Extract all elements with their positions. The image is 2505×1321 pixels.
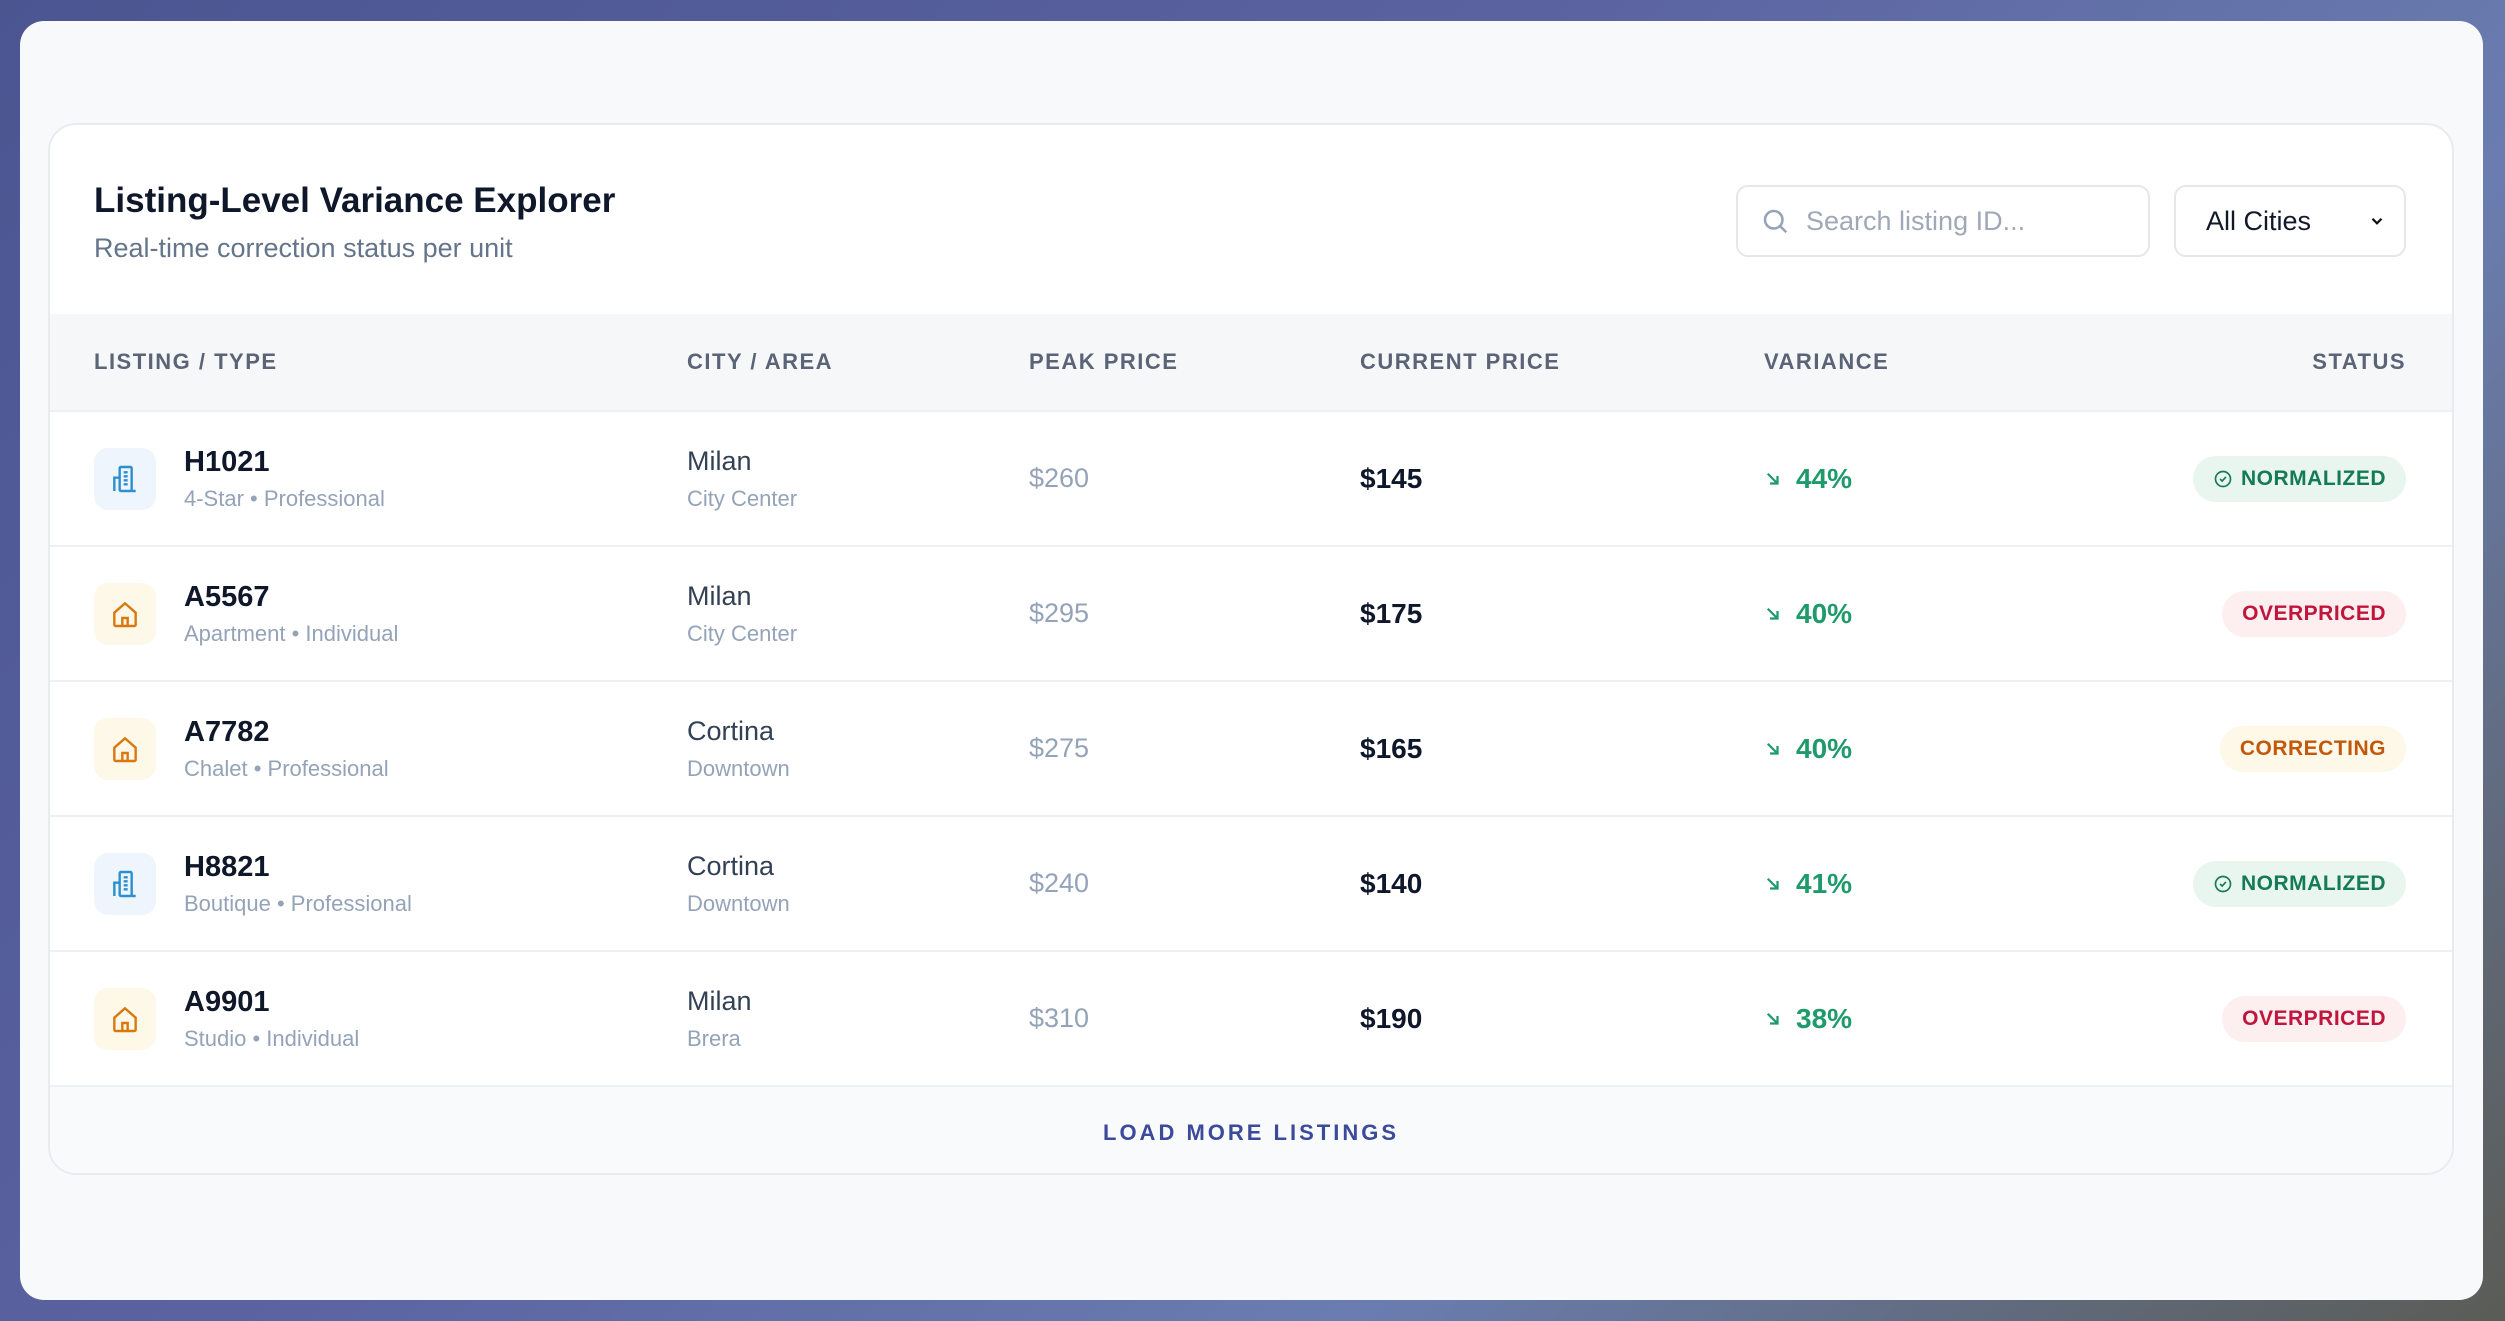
- variance: 40%: [1764, 733, 1852, 765]
- chevron-down-icon: [2371, 217, 2383, 225]
- column-header-status[interactable]: STATUS: [2312, 349, 2406, 374]
- arrow-down-right-icon: [1766, 1012, 1779, 1025]
- search-box[interactable]: [1736, 185, 2150, 257]
- check-circle-icon: [2214, 470, 2232, 487]
- listing-area: Brera: [687, 1026, 741, 1051]
- variance-value: 40%: [1796, 732, 1853, 764]
- listing-id[interactable]: H8821: [184, 851, 270, 883]
- listing-id[interactable]: H1021: [184, 446, 270, 478]
- listing-type: 4-Star • Professional: [184, 486, 385, 511]
- page-title: Listing-Level Variance Explorer: [94, 181, 616, 220]
- load-more-button[interactable]: LOAD MORE LISTINGS: [50, 1085, 2452, 1173]
- peak-price: $275: [1029, 733, 1090, 763]
- arrow-down-right-icon: [1766, 472, 1779, 485]
- table-row[interactable]: H8821 Boutique • Professional Cortina Do…: [50, 815, 2452, 950]
- status-badge: NORMALIZED: [2193, 860, 2406, 907]
- table-row[interactable]: A9901 Studio • Individual Milan Brera $3…: [50, 950, 2452, 1085]
- variance: 41%: [1764, 868, 1852, 900]
- status-badge: CORRECTING: [2219, 725, 2406, 772]
- status-label: NORMALIZED: [2241, 871, 2386, 895]
- variance-value: 44%: [1796, 462, 1853, 494]
- listing-city: Milan: [687, 446, 752, 476]
- city-filter-value: All Cities: [2206, 205, 2312, 236]
- variance: 44%: [1764, 463, 1852, 495]
- variance-value: 41%: [1796, 867, 1853, 899]
- status-badge: NORMALIZED: [2193, 455, 2406, 502]
- listing-area: Downtown: [687, 891, 790, 916]
- column-header-current-price[interactable]: CURRENT PRICE: [1360, 349, 1561, 374]
- table-body: H1021 4-Star • Professional Milan City C…: [50, 410, 2452, 1085]
- peak-price: $310: [1029, 1003, 1090, 1033]
- arrow-down-right-icon: [1766, 877, 1779, 890]
- page-subtitle: Real-time correction status per unit: [94, 233, 513, 263]
- column-header-peak-price[interactable]: PEAK PRICE: [1029, 349, 1179, 374]
- listing-type: Boutique • Professional: [184, 891, 412, 916]
- current-price: $140: [1360, 867, 1423, 899]
- app-window: Listing-Level Variance Explorer Real-tim…: [20, 21, 2483, 1300]
- listing-city: Milan: [687, 581, 752, 611]
- current-price: $165: [1360, 732, 1423, 764]
- table-row[interactable]: A7782 Chalet • Professional Cortina Down…: [50, 680, 2452, 815]
- home-icon: [94, 717, 156, 780]
- card-header: Listing-Level Variance Explorer Real-tim…: [50, 125, 2452, 314]
- listing-type: Apartment • Individual: [184, 621, 399, 646]
- listing-type: Studio • Individual: [184, 1026, 360, 1051]
- home-icon: [94, 582, 156, 645]
- peak-price: $260: [1029, 463, 1090, 493]
- listing-city: Milan: [687, 986, 752, 1016]
- current-price: $190: [1360, 1002, 1423, 1034]
- peak-price: $295: [1029, 598, 1090, 628]
- listing-type: Chalet • Professional: [184, 756, 389, 781]
- listing-id[interactable]: A5567: [184, 581, 270, 613]
- listing-area: City Center: [687, 621, 798, 646]
- column-header-listing[interactable]: LISTING / TYPE: [94, 349, 278, 374]
- current-price: $175: [1360, 597, 1423, 629]
- home-icon: [94, 987, 156, 1050]
- search-input[interactable]: [1806, 205, 2126, 237]
- variance-value: 40%: [1796, 597, 1853, 629]
- listing-city: Cortina: [687, 851, 775, 881]
- variance: 40%: [1764, 598, 1852, 630]
- arrow-down-right-icon: [1766, 607, 1779, 620]
- variance: 38%: [1764, 1003, 1852, 1035]
- status-label: NORMALIZED: [2241, 466, 2386, 490]
- status-label: OVERPRICED: [2242, 601, 2386, 625]
- column-header-variance[interactable]: VARIANCE: [1764, 349, 1890, 374]
- city-filter-select[interactable]: All Cities: [2174, 185, 2406, 257]
- listing-city: Cortina: [687, 716, 775, 746]
- listing-area: Downtown: [687, 756, 790, 781]
- building-icon: [94, 447, 156, 510]
- arrow-down-right-icon: [1766, 742, 1779, 755]
- table-row[interactable]: H1021 4-Star • Professional Milan City C…: [50, 410, 2452, 545]
- variance-explorer-card: Listing-Level Variance Explorer Real-tim…: [48, 123, 2454, 1175]
- listing-id[interactable]: A9901: [184, 986, 270, 1018]
- current-price: $145: [1360, 462, 1423, 494]
- table-row[interactable]: A5567 Apartment • Individual Milan City …: [50, 545, 2452, 680]
- status-label: OVERPRICED: [2242, 1006, 2386, 1030]
- status-label: CORRECTING: [2239, 736, 2386, 760]
- status-badge: OVERPRICED: [2222, 995, 2406, 1042]
- column-header-city[interactable]: CITY / AREA: [687, 349, 834, 374]
- variance-value: 38%: [1796, 1002, 1853, 1034]
- listing-id[interactable]: A7782: [184, 716, 270, 748]
- check-circle-icon: [2214, 875, 2232, 892]
- listing-area: City Center: [687, 486, 798, 511]
- status-badge: OVERPRICED: [2222, 590, 2406, 637]
- building-icon: [94, 852, 156, 915]
- peak-price: $240: [1029, 868, 1090, 898]
- table-header: LISTING / TYPE CITY / AREA PEAK PRICE CU…: [50, 314, 2452, 410]
- search-icon: [1763, 209, 1788, 234]
